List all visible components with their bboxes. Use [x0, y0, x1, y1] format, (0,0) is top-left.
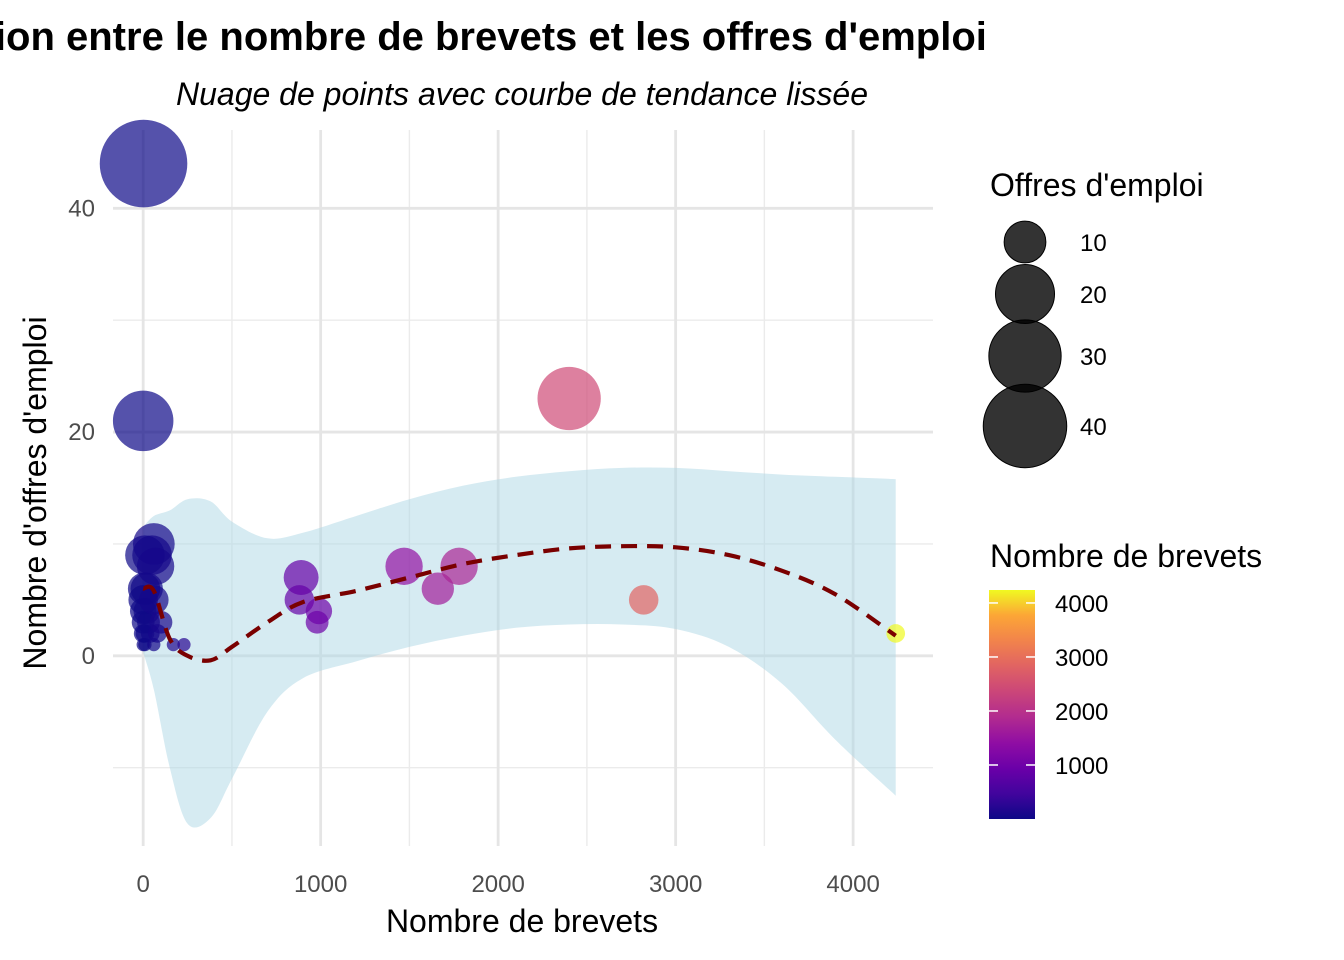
size-legend: Offres d'emploi 10 20 30 40: [982, 167, 1204, 469]
y-axis-title: Nombre d'offres d'emploi: [17, 316, 53, 669]
y-tick-label: 20: [68, 419, 95, 446]
data-point: [628, 585, 659, 615]
data-point: [112, 390, 174, 452]
trend-line: [142, 543, 897, 663]
chart-subtitle: Nuage de points avec courbe de tendance …: [176, 76, 868, 112]
size-legend-label: 30: [1080, 344, 1107, 371]
data-point: [440, 547, 478, 585]
y-tick-label: 40: [68, 195, 95, 222]
size-legend-items: 10 20 30 40: [982, 220, 1107, 469]
confidence-band: [143, 467, 896, 828]
confidence-band-layer: [143, 467, 896, 828]
y-tick-label: 0: [82, 643, 95, 670]
size-legend-label: 40: [1080, 414, 1107, 441]
data-point: [385, 547, 423, 585]
data-point: [99, 119, 188, 208]
size-legend-key: [1003, 220, 1047, 264]
x-tick-label: 0: [136, 871, 149, 898]
data-points-layer: [99, 119, 906, 652]
x-axis-title: Nombre de brevets: [386, 903, 658, 939]
x-tick-label: 4000: [826, 871, 879, 898]
chart-title: Relation entre le nombre de brevets et l…: [0, 15, 987, 59]
y-tick-labels: 0 20 40: [68, 195, 95, 670]
data-point: [283, 560, 319, 595]
data-point: [305, 597, 333, 625]
size-legend-title: Offres d'emploi: [990, 167, 1204, 203]
trend-line-layer: [142, 543, 897, 663]
color-legend-label: 3000: [1055, 645, 1108, 672]
color-legend-label: 2000: [1055, 699, 1108, 726]
color-legend-label: 4000: [1055, 591, 1108, 618]
size-legend-label: 10: [1080, 230, 1107, 257]
color-legend-title: Nombre de brevets: [990, 538, 1262, 574]
data-point: [136, 547, 175, 585]
color-legend: Nombre de brevets 1000 2000 3000 4000: [989, 538, 1262, 819]
size-legend-label: 20: [1080, 282, 1107, 309]
size-legend-key: [988, 319, 1062, 393]
x-tick-label: 1000: [294, 871, 347, 898]
size-legend-key: [994, 263, 1056, 325]
data-point: [421, 572, 454, 605]
x-tick-labels: 0 1000 2000 3000 4000: [136, 871, 879, 898]
color-legend-label: 1000: [1055, 753, 1108, 780]
x-tick-label: 2000: [471, 871, 524, 898]
x-tick-label: 3000: [649, 871, 702, 898]
size-legend-key: [982, 383, 1068, 469]
color-legend-ticks: 1000 2000 3000 4000: [989, 591, 1108, 780]
data-point: [177, 638, 191, 652]
color-legend-bar: [989, 590, 1035, 819]
data-point: [537, 366, 601, 431]
